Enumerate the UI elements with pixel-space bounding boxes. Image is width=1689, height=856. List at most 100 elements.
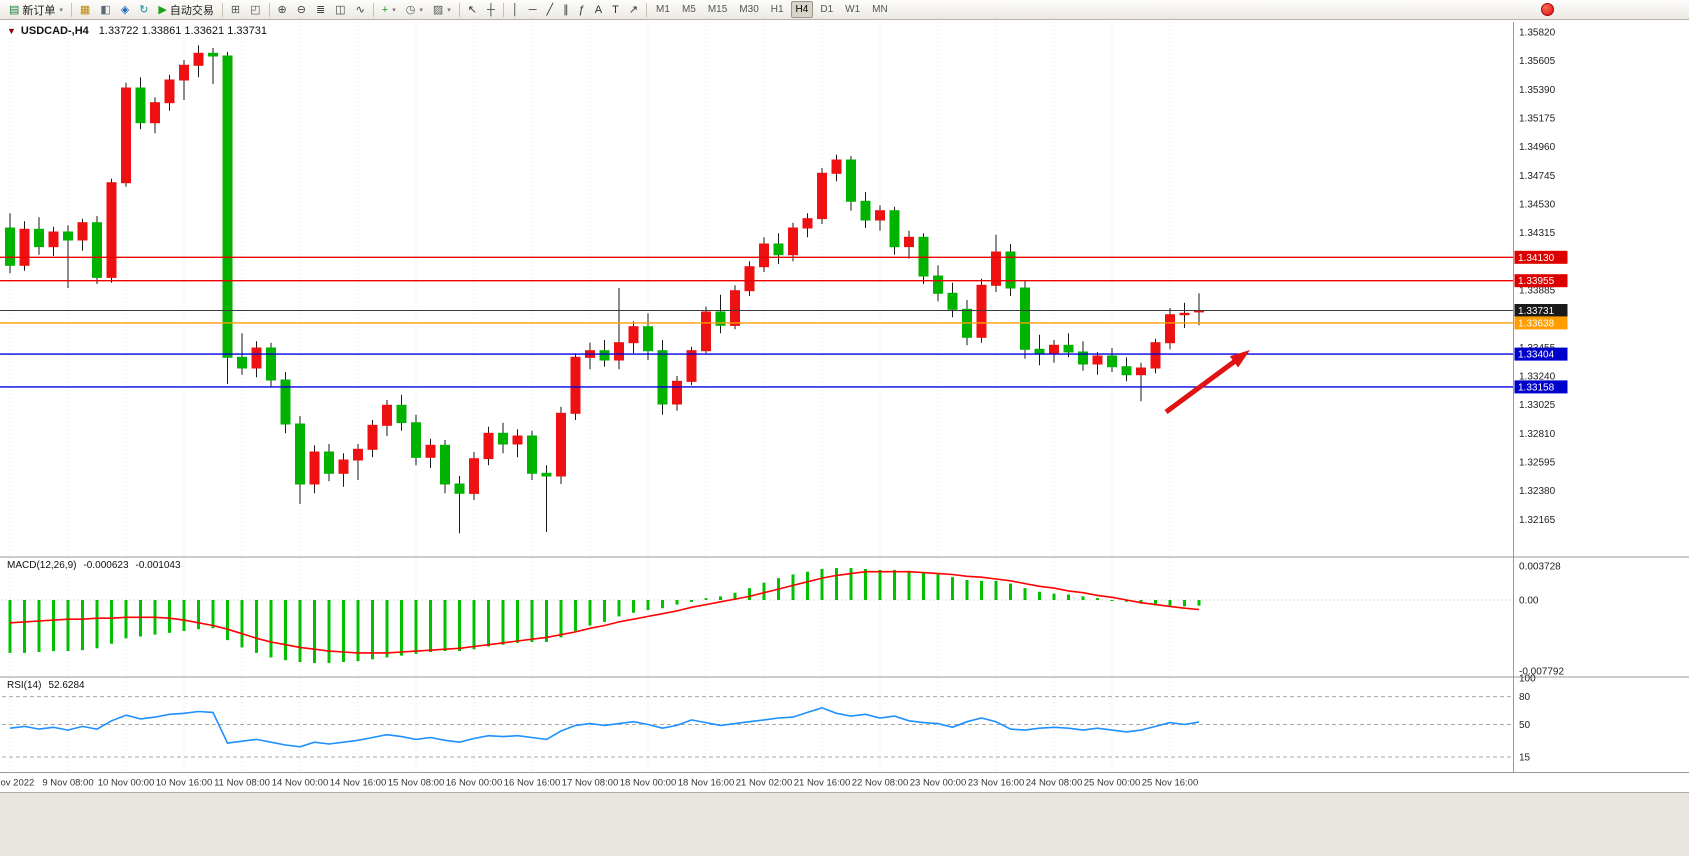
time-axis-label: 15 Nov 08:00 <box>388 778 445 789</box>
price-badge-label: 1.33404 <box>1518 350 1555 361</box>
arrows-button[interactable]: ↗ <box>624 1 643 19</box>
macd-histogram-bar <box>472 600 476 650</box>
indicators-button[interactable]: + ▾ <box>377 1 401 19</box>
price-badge-label: 1.33158 <box>1518 382 1555 393</box>
candle-body <box>483 432 494 460</box>
channel-button[interactable]: ∥ <box>558 1 574 19</box>
timeframe-button-h1[interactable]: H1 <box>770 4 784 15</box>
line-chart-button[interactable]: ∿ <box>351 1 370 19</box>
macd-histogram-bar <box>342 600 345 663</box>
timeframe-button-w1[interactable]: W1 <box>845 4 861 15</box>
candle-body <box>1063 344 1074 353</box>
price-axis-label: 1.32595 <box>1519 458 1556 469</box>
macd-histogram-bar <box>1009 583 1012 600</box>
price-axis-label: 1.33885 <box>1519 286 1556 297</box>
toolbar-separator <box>458 2 460 17</box>
market-watch-icon: ▦ <box>79 3 91 16</box>
crosshair-button[interactable]: ┼ <box>482 1 500 19</box>
macd-histogram-bar <box>733 592 737 600</box>
candle-body <box>469 458 479 494</box>
price-axis-label: 1.35820 <box>1519 28 1556 39</box>
cursor-button[interactable]: ↖ <box>463 1 482 19</box>
macd-histogram-bar <box>922 572 925 600</box>
data-window-button[interactable]: ◧ <box>95 1 115 19</box>
candle-body <box>425 444 436 458</box>
macd-histogram-bar <box>8 600 12 653</box>
autotrading-button[interactable]: ▶ 自动交易 <box>153 1 218 19</box>
timeframe-button-m15[interactable]: M15 <box>707 4 728 15</box>
macd-histogram-bar <box>907 570 911 600</box>
new-order-button-label: 新订单 <box>22 4 56 17</box>
candlestick-chart-button[interactable]: ◫ <box>330 1 350 19</box>
zoom-out-button[interactable]: ⊖ <box>292 1 311 19</box>
candle-body <box>5 227 15 266</box>
timeframe-button-m5[interactable]: M5 <box>681 4 696 15</box>
candle-body <box>1136 367 1146 376</box>
candle-body <box>77 222 88 241</box>
candle-body <box>541 472 552 477</box>
new-order-button[interactable]: ▤ 新订单 ▾ <box>4 1 68 19</box>
candle-body <box>570 356 581 414</box>
timeframe-button-d1[interactable]: D1 <box>820 4 834 15</box>
alert-icon[interactable] <box>1541 3 1554 16</box>
macd-histogram-bar <box>1067 594 1070 600</box>
macd-histogram-bar <box>1197 600 1201 606</box>
periods-button[interactable]: ◷ ▾ <box>401 1 428 19</box>
bar-chart-button[interactable]: ≣ <box>311 1 330 19</box>
chart-canvas[interactable]: 1.35820 1.35605 1.35390 1.35175 1.34960 1.347… <box>0 20 1689 792</box>
rsi-line <box>9 706 1200 748</box>
dropdown-caret-icon: ▾ <box>447 6 451 14</box>
text-button[interactable]: A <box>590 1 607 19</box>
candle-body <box>324 451 334 474</box>
macd-histogram-bar <box>414 600 418 654</box>
timeframe-button-m1[interactable]: M1 <box>656 4 670 15</box>
text-label-button[interactable]: T <box>607 1 624 19</box>
macd-histogram-bar <box>559 600 563 638</box>
macd-histogram-bar <box>762 582 766 600</box>
trendline-icon: ╱ <box>546 3 554 16</box>
candle-body <box>904 236 914 248</box>
tile-windows-button[interactable]: ⊞ <box>226 1 245 19</box>
macd-histogram-bar <box>603 600 606 622</box>
time-axis-label: 14 Nov 00:00 <box>272 778 329 789</box>
refresh-button[interactable]: ↻ <box>134 1 153 19</box>
toolbar-separator <box>268 2 270 17</box>
candle-body <box>831 159 842 174</box>
candle-body <box>991 251 1001 286</box>
candle-body <box>744 266 755 292</box>
price-badge-label: 1.34130 <box>1518 253 1555 264</box>
rsi-axis-label: 100 <box>1519 674 1536 685</box>
vertical-line-button[interactable]: │ <box>507 1 524 19</box>
macd-histogram-bar <box>661 600 664 609</box>
templates-button[interactable]: ▨ ▾ <box>428 1 456 19</box>
candle-body <box>1020 287 1030 350</box>
chart-window[interactable]: 1.35820 1.35605 1.35390 1.35175 1.34960 1.347… <box>0 20 1689 792</box>
market-watch-button[interactable]: ▦ <box>75 1 95 19</box>
macd-histogram-bar <box>458 600 461 652</box>
fibonacci-button[interactable]: ƒ <box>574 1 590 19</box>
navigator-button[interactable]: ◈ <box>116 1 134 19</box>
macd-histogram-bar <box>530 600 534 642</box>
candle-body <box>889 210 900 248</box>
timeframe-button-m30[interactable]: M30 <box>739 4 759 15</box>
horizontal-line-button[interactable]: ─ <box>524 1 542 19</box>
macd-histogram-bar <box>893 569 896 600</box>
timeframe-button-mn[interactable]: MN <box>872 4 888 15</box>
zoom-in-button[interactable]: ⊕ <box>273 1 292 19</box>
chart-background <box>0 20 1689 792</box>
trendline-button[interactable]: ╱ <box>541 1 558 19</box>
candle-body <box>251 347 262 369</box>
timeframe-button-h4[interactable]: H4 <box>790 1 814 18</box>
time-axis-label: 10 Nov 00:00 <box>98 778 155 789</box>
new-order-icon: ▤ <box>9 3 20 16</box>
macd-axis-label: -0.007792 <box>1519 667 1564 678</box>
macd-histogram-bar <box>849 568 853 600</box>
cascade-windows-button[interactable]: ◰ <box>245 1 265 19</box>
price-badge-label: 1.33955 <box>1518 276 1555 287</box>
cursor-icon: ↖ <box>467 3 478 16</box>
price-axis-label: 1.32380 <box>1519 486 1556 497</box>
macd-signal-line <box>9 570 1200 654</box>
candle-body <box>309 451 320 485</box>
macd-histogram-bar <box>240 600 244 648</box>
candle-body <box>382 404 392 426</box>
